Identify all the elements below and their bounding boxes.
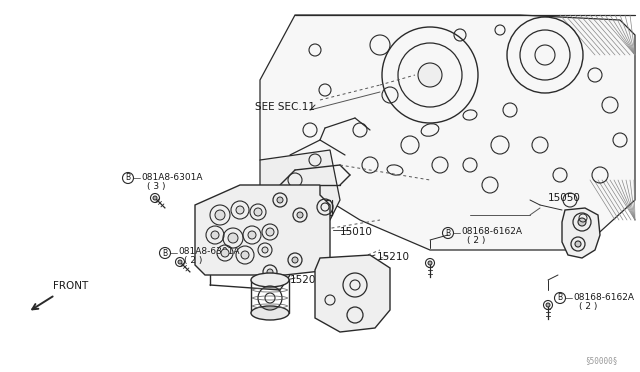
Circle shape (211, 231, 219, 239)
Polygon shape (260, 150, 340, 230)
Circle shape (221, 249, 229, 257)
Text: ( 3 ): ( 3 ) (147, 182, 166, 190)
Text: 081A8-6301A: 081A8-6301A (141, 173, 202, 182)
Text: FRONT: FRONT (53, 281, 88, 291)
Polygon shape (562, 208, 600, 258)
Circle shape (215, 210, 225, 220)
Circle shape (575, 241, 581, 247)
Text: 15050: 15050 (548, 193, 581, 203)
Text: 15210: 15210 (377, 252, 410, 262)
Circle shape (153, 196, 157, 200)
Ellipse shape (251, 306, 289, 320)
Circle shape (241, 251, 249, 259)
Text: 08168-6162A: 08168-6162A (573, 292, 634, 301)
Polygon shape (195, 185, 330, 275)
Circle shape (578, 218, 586, 226)
Circle shape (267, 269, 273, 275)
Circle shape (428, 261, 432, 265)
Circle shape (277, 197, 283, 203)
Circle shape (178, 260, 182, 264)
Text: ( 2 ): ( 2 ) (467, 237, 485, 246)
Text: B: B (557, 294, 563, 302)
Circle shape (297, 212, 303, 218)
Polygon shape (315, 255, 390, 332)
Circle shape (266, 228, 274, 236)
Circle shape (248, 231, 256, 239)
Text: 15209: 15209 (290, 275, 323, 285)
Text: §50000§: §50000§ (586, 356, 618, 365)
Text: B: B (163, 248, 168, 257)
Text: 081A8-6301A: 081A8-6301A (178, 247, 239, 257)
Text: B: B (445, 228, 451, 237)
Text: 08168-6162A: 08168-6162A (461, 228, 522, 237)
Polygon shape (260, 15, 635, 250)
Text: SEE SEC.11: SEE SEC.11 (255, 102, 315, 112)
Circle shape (418, 63, 442, 87)
Text: ( 2 ): ( 2 ) (579, 301, 597, 311)
Circle shape (262, 247, 268, 253)
Text: 15010: 15010 (340, 227, 373, 237)
Ellipse shape (251, 273, 289, 287)
Circle shape (236, 206, 244, 214)
Text: ( 2 ): ( 2 ) (184, 257, 202, 266)
Circle shape (228, 233, 238, 243)
Circle shape (292, 257, 298, 263)
Circle shape (254, 208, 262, 216)
Text: B: B (125, 173, 131, 183)
Circle shape (546, 303, 550, 307)
